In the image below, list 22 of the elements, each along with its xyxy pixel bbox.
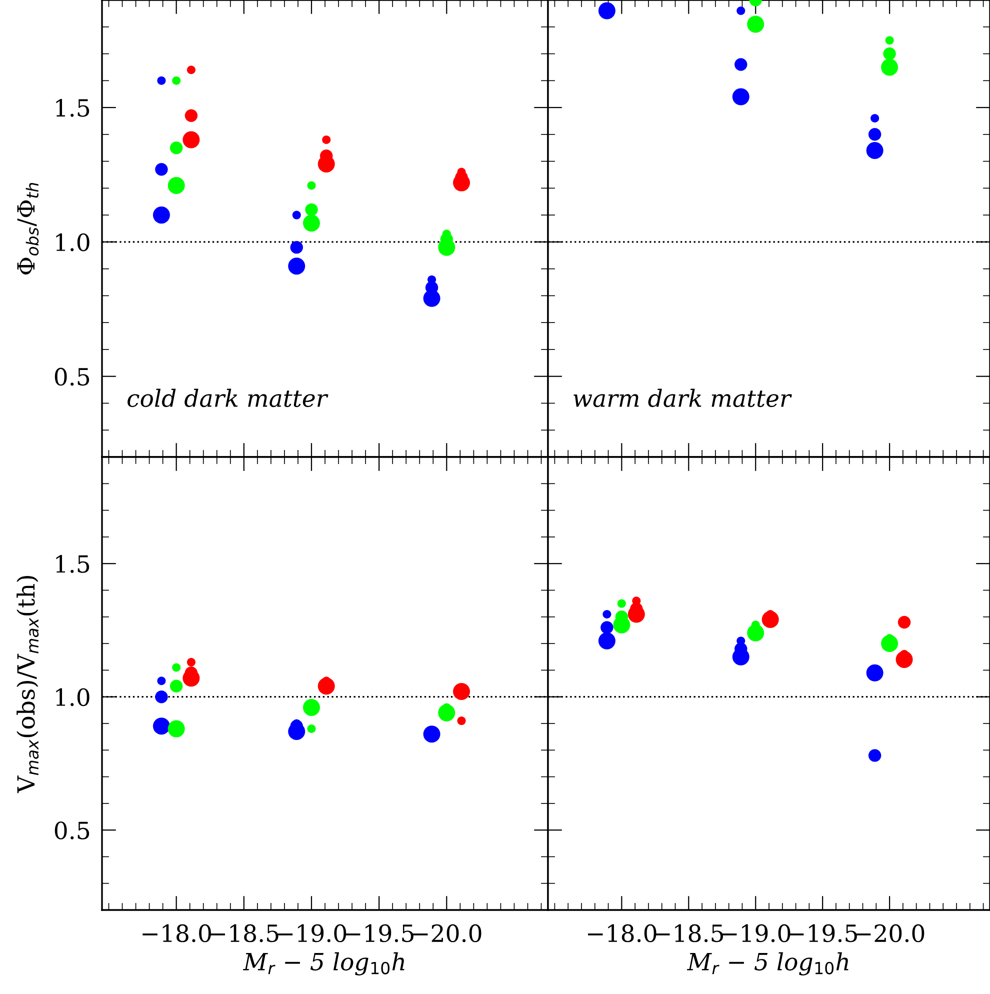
x-tick-label: −20.0 [856, 924, 924, 942]
annotation: warm dark matter [574, 388, 792, 408]
x-axis-title: M$_{r}$ − 5 log$_{10}$h [686, 952, 848, 976]
y-tick-label: 1.5 [56, 98, 90, 117]
y-tick-label: 1.0 [56, 233, 90, 252]
x-tick-label: −19.0 [722, 924, 790, 942]
x-tick-label: −19.0 [278, 924, 346, 942]
y-tick-label: 1.0 [56, 688, 90, 706]
x-tick-label: −18.5 [210, 924, 278, 942]
x-axis-title: M$_{r}$ − 5 log$_{10}$h [242, 952, 404, 976]
x-tick-label: −19.5 [788, 924, 857, 942]
y-tick-label: 1.5 [56, 555, 90, 573]
y-axis-title: V$_{max}$(obs)/V$_{max}$(th) [16, 576, 39, 794]
x-tick-label: −20.0 [412, 924, 482, 942]
x-tick-label: −18.0 [588, 924, 656, 942]
x-tick-label: −18.0 [142, 924, 211, 942]
x-tick-label: −19.5 [345, 924, 414, 942]
y-tick-label: 0.5 [54, 822, 90, 840]
y-axis-title: Φ$_{obs}$/Φ$_{th}$ [17, 183, 39, 275]
annotation: cold dark matter [128, 388, 328, 408]
y-tick-label: 0.5 [54, 368, 90, 386]
x-tick-label: −18.5 [654, 924, 723, 942]
